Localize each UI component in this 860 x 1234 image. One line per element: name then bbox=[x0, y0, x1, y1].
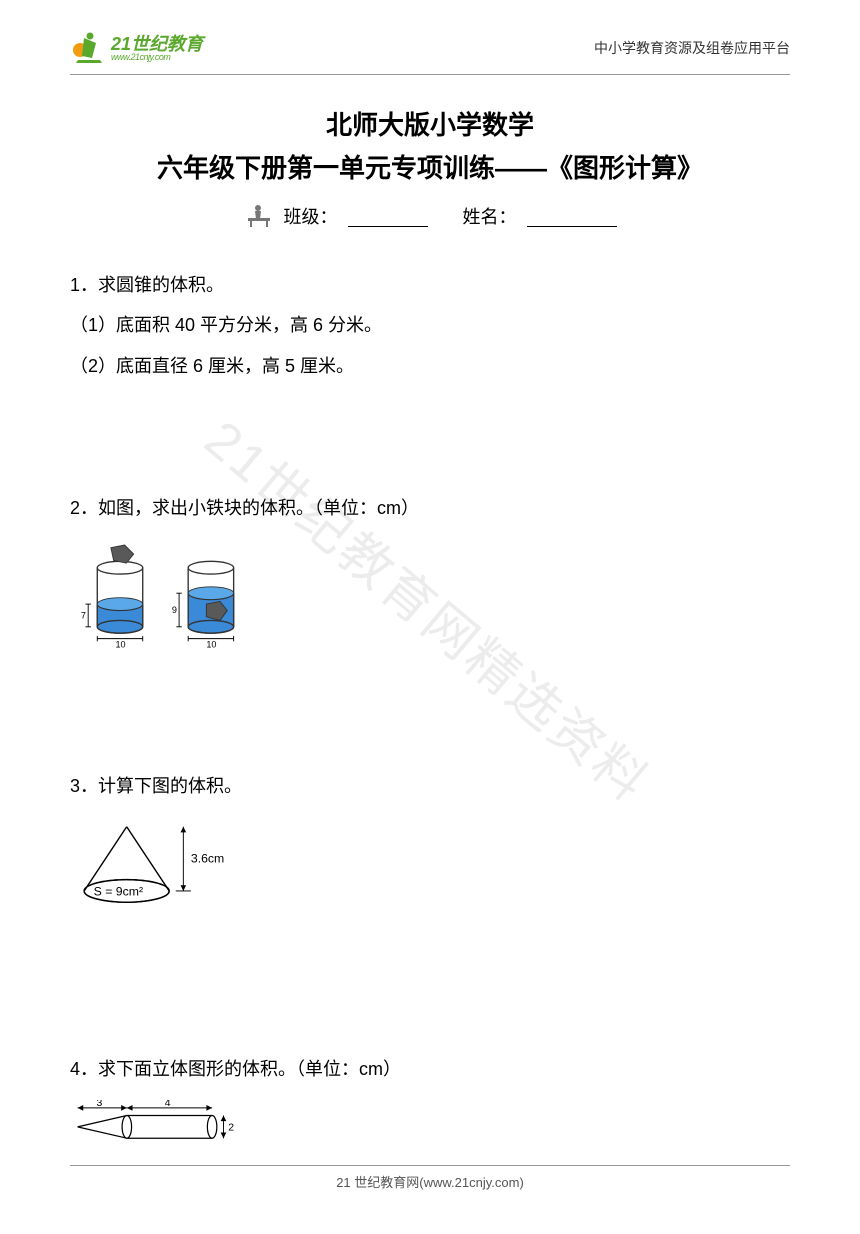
q1-text: 1．求圆锥的体积。 bbox=[70, 269, 790, 301]
title-line2: 六年级下册第一单元专项训练——《图形计算》 bbox=[70, 148, 790, 185]
q3-text: 3．计算下图的体积。 bbox=[70, 770, 790, 802]
spacer-2 bbox=[70, 685, 790, 745]
name-blank[interactable] bbox=[527, 205, 617, 227]
page-header: 21世纪教育 www.21cnjy.com 中小学教育资源及组卷应用平台 bbox=[70, 30, 790, 75]
q4-cyl-len: 4 bbox=[165, 1100, 171, 1109]
q4-diameter: 2 bbox=[228, 1123, 234, 1134]
page-container: 21世纪教育 www.21cnjy.com 中小学教育资源及组卷应用平台 北师大… bbox=[0, 0, 860, 1234]
title-block: 北师大版小学数学 六年级下册第一单元专项训练——《图形计算》 bbox=[70, 105, 790, 185]
q4-cone-len: 3 bbox=[97, 1100, 103, 1109]
q3-height-label: 3.6cm bbox=[191, 852, 224, 866]
q3-base-label: S = 9cm² bbox=[94, 885, 143, 899]
header-right-text: 中小学教育资源及组卷应用平台 bbox=[594, 38, 790, 58]
logo-title: 21世纪教育 bbox=[111, 35, 203, 53]
q4-text: 4．求下面立体图形的体积。（单位：cm） bbox=[70, 1053, 790, 1085]
logo-url: www.21cnjy.com bbox=[111, 53, 203, 62]
q1-sub2: （2）底面直径 6 厘米，高 5 厘米。 bbox=[70, 350, 790, 382]
q2-right-height: 9 bbox=[172, 605, 177, 615]
class-blank[interactable] bbox=[348, 205, 428, 227]
q1-sub1: （1）底面积 40 平方分米，高 6 分米。 bbox=[70, 309, 790, 341]
spacer-1 bbox=[70, 407, 790, 467]
desk-icon bbox=[244, 204, 274, 228]
question-2: 2．如图，求出小铁块的体积。（单位：cm） 7 bbox=[70, 492, 790, 660]
class-label: 班级： bbox=[284, 203, 338, 229]
q4-diagram: 3 4 2 bbox=[70, 1100, 790, 1158]
q2-left-height: 7 bbox=[81, 610, 86, 620]
q2-left-width: 10 bbox=[115, 639, 125, 649]
question-3: 3．计算下图的体积。 3.6cm S = 9cm² bbox=[70, 770, 790, 923]
spacer-3 bbox=[70, 948, 790, 1028]
q2-text: 2．如图，求出小铁块的体积。（单位：cm） bbox=[70, 492, 790, 524]
q2-diagram: 7 10 bbox=[70, 540, 790, 660]
logo-block: 21世纪教育 www.21cnjy.com bbox=[70, 30, 203, 66]
question-4: 4．求下面立体图形的体积。（单位：cm） 3 4 bbox=[70, 1053, 790, 1159]
logo-text-wrap: 21世纪教育 www.21cnjy.com bbox=[111, 35, 203, 62]
question-1: 1．求圆锥的体积。 （1）底面积 40 平方分米，高 6 分米。 （2）底面直径… bbox=[70, 269, 790, 382]
name-label: 姓名： bbox=[463, 203, 517, 229]
q3-diagram: 3.6cm S = 9cm² bbox=[70, 817, 790, 922]
logo-icon bbox=[70, 30, 106, 66]
title-line1: 北师大版小学数学 bbox=[70, 105, 790, 142]
class-name-row: 班级： 姓名： bbox=[70, 203, 790, 229]
q2-right-width: 10 bbox=[206, 639, 216, 649]
